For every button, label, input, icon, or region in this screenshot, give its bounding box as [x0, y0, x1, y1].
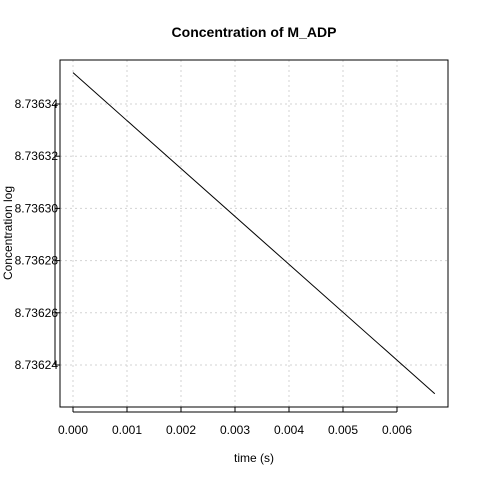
y-tick-label: 8.73632 — [15, 149, 59, 163]
x-tick-label: 0.000 — [58, 423, 88, 437]
x-tick-label: 0.001 — [112, 423, 142, 437]
y-tick-label: 8.73634 — [15, 97, 59, 111]
series-line — [72, 72, 436, 395]
y-tick-label: 8.73630 — [15, 201, 59, 215]
y-tick-label: 8.73626 — [15, 306, 59, 320]
x-tick-label: 0.002 — [166, 423, 196, 437]
x-tick-label: 0.004 — [274, 423, 304, 437]
y-axis: 8.73624 8.73626 8.73628 8.73630 8.73632 8.736… — [15, 97, 60, 372]
x-axis-label: time (s) — [234, 451, 274, 465]
x-tick-label: 0.006 — [382, 423, 412, 437]
x-tick-label: 0.003 — [220, 423, 250, 437]
y-tick-label: 8.73624 — [15, 358, 59, 372]
x-axis: 0.000 0.001 0.002 0.003 0.004 0.005 0.006 — [58, 407, 412, 437]
y-tick-label: 8.73628 — [15, 254, 59, 268]
plot-frame — [59, 59, 449, 408]
x-tick-label: 0.005 — [328, 423, 358, 437]
series-layer — [72, 72, 436, 395]
y-axis-label: Concentration log — [1, 186, 15, 280]
chart-title: Concentration of M_ADP — [172, 24, 337, 40]
